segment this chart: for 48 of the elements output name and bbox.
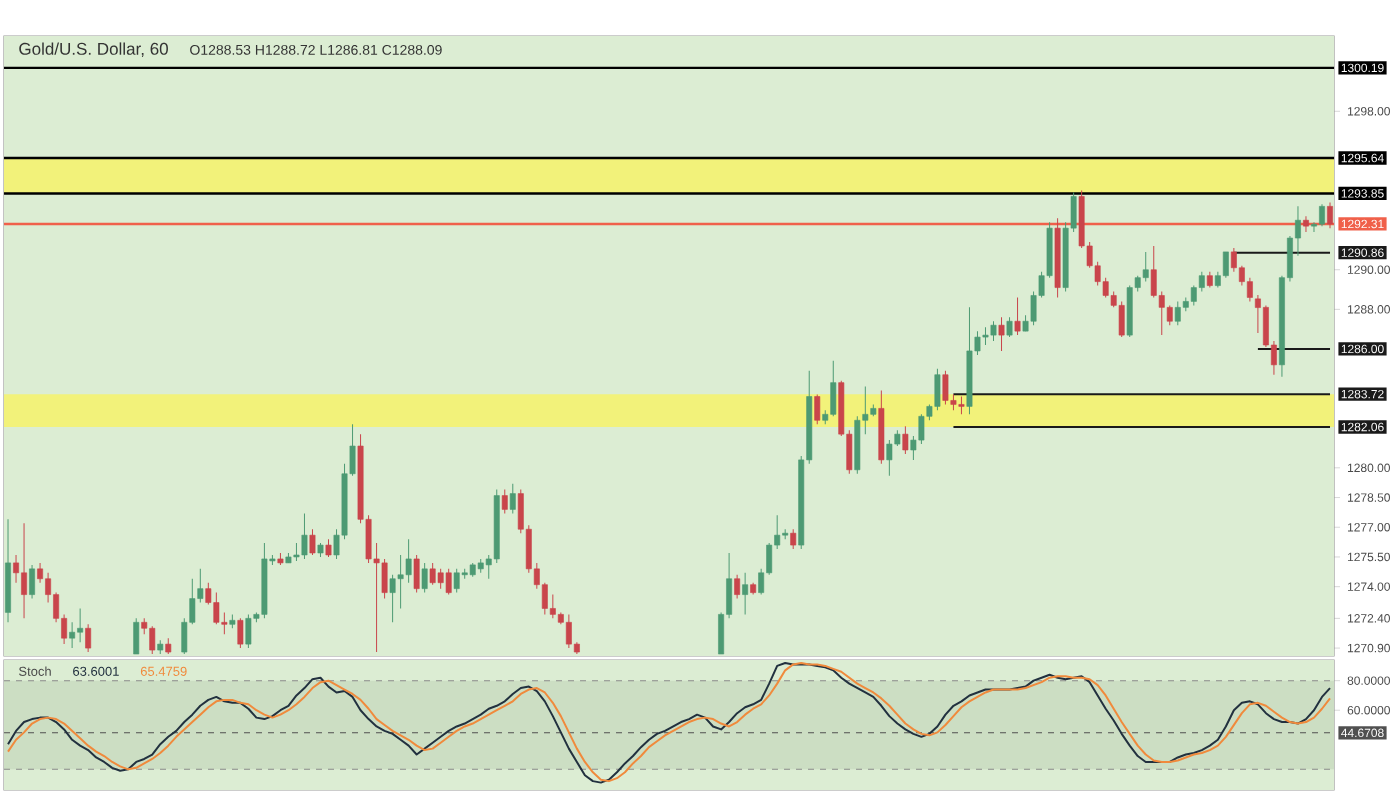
candlestick — [1222, 251, 1229, 279]
candlestick — [1327, 201, 1333, 229]
candlestick — [998, 316, 1005, 352]
candlestick — [397, 554, 404, 609]
candlestick — [1319, 203, 1325, 227]
candlestick — [421, 562, 428, 594]
candlestick — [149, 625, 156, 655]
candlestick — [1006, 316, 1013, 338]
candlestick — [1118, 300, 1125, 338]
candlestick — [1126, 285, 1133, 338]
candlestick — [830, 360, 837, 417]
candlestick — [509, 483, 516, 514]
candlestick — [381, 558, 388, 600]
candlestick — [21, 522, 27, 619]
candlestick — [437, 568, 444, 590]
candlestick — [1174, 300, 1181, 326]
candlestick — [429, 562, 436, 586]
candlestick — [1142, 251, 1149, 283]
candlestick — [213, 592, 220, 625]
candlestick — [77, 607, 84, 643]
candlestick — [742, 572, 749, 615]
candlestick — [309, 528, 316, 556]
candlestick — [389, 574, 396, 623]
candlestick — [413, 554, 420, 594]
candlestick — [565, 613, 572, 649]
candlestick — [453, 568, 460, 594]
candlestick — [886, 439, 893, 477]
candlestick — [445, 568, 452, 596]
candlestick — [85, 623, 92, 653]
candlestick — [501, 489, 508, 514]
candlestick — [902, 425, 909, 455]
candlestick — [245, 613, 252, 649]
candlestick — [942, 370, 949, 405]
chart-title: Gold/U.S. Dollar, 60 — [19, 42, 168, 57]
candlestick — [237, 617, 244, 649]
candlestick — [918, 413, 925, 445]
candlestick — [301, 512, 308, 560]
candlestick — [934, 368, 941, 411]
candlestick — [1303, 215, 1309, 233]
candlestick — [790, 528, 797, 550]
candlestick — [69, 621, 76, 649]
candlestick — [133, 617, 140, 655]
candlestick — [814, 394, 821, 425]
candlestick — [29, 564, 35, 600]
candlestick — [1014, 296, 1021, 336]
candlestick — [734, 574, 741, 600]
candlestick — [990, 320, 997, 342]
candlestick — [405, 538, 412, 584]
